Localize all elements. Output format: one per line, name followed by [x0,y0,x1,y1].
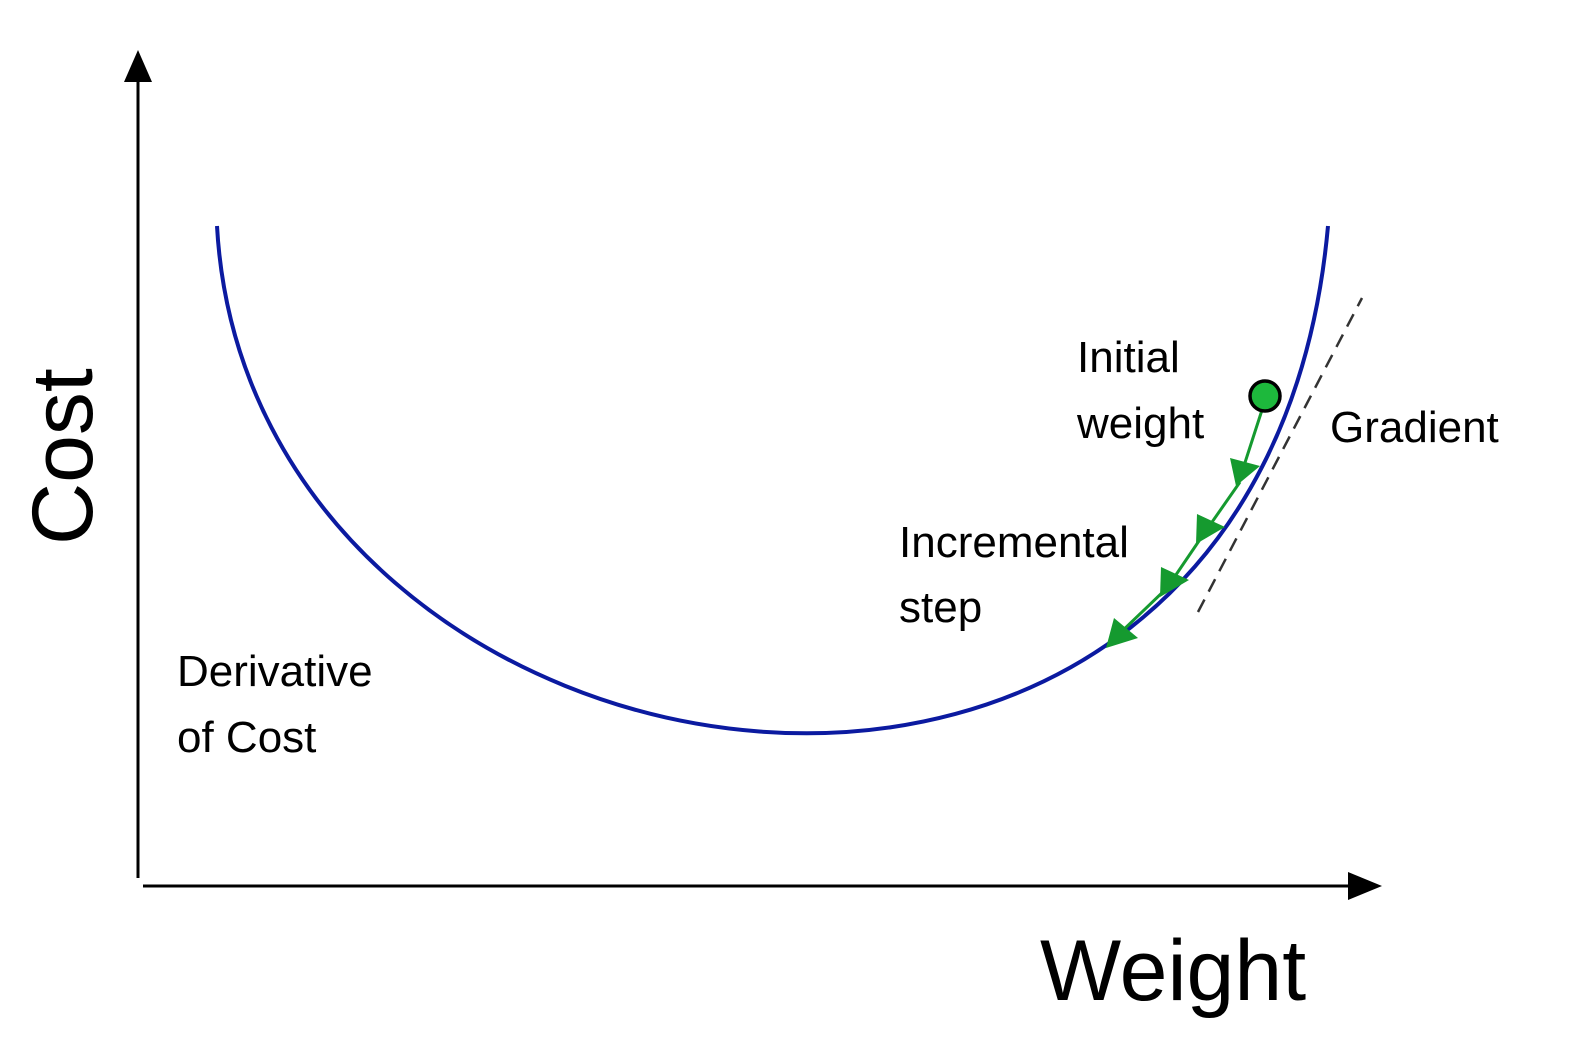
derivative-label-line1: Derivative [177,647,373,696]
initial-weight-label-line1: Initial [1077,333,1180,382]
initial-weight-point [1248,379,1282,413]
gradient-label: Gradient [1330,403,1499,452]
incremental-step-label-line2: step [899,583,982,632]
derivative-label-line2: of Cost [177,713,316,762]
initial-weight-label-line2: weight [1076,399,1204,448]
y-axis-arrowhead [124,50,152,82]
step-arrowhead-1 [1230,458,1260,486]
cost-curve [215,225,1330,736]
step-arrowhead-4 [1106,618,1138,648]
gradient-tangent-line [1196,297,1364,613]
incremental-step-label-line1: Incremental [899,518,1129,567]
x-axis-title: Weight [1040,923,1306,1019]
y-axis-title: Cost [15,368,111,545]
x-axis-arrowhead [1348,872,1382,900]
incremental-step-arrows [1106,409,1264,648]
